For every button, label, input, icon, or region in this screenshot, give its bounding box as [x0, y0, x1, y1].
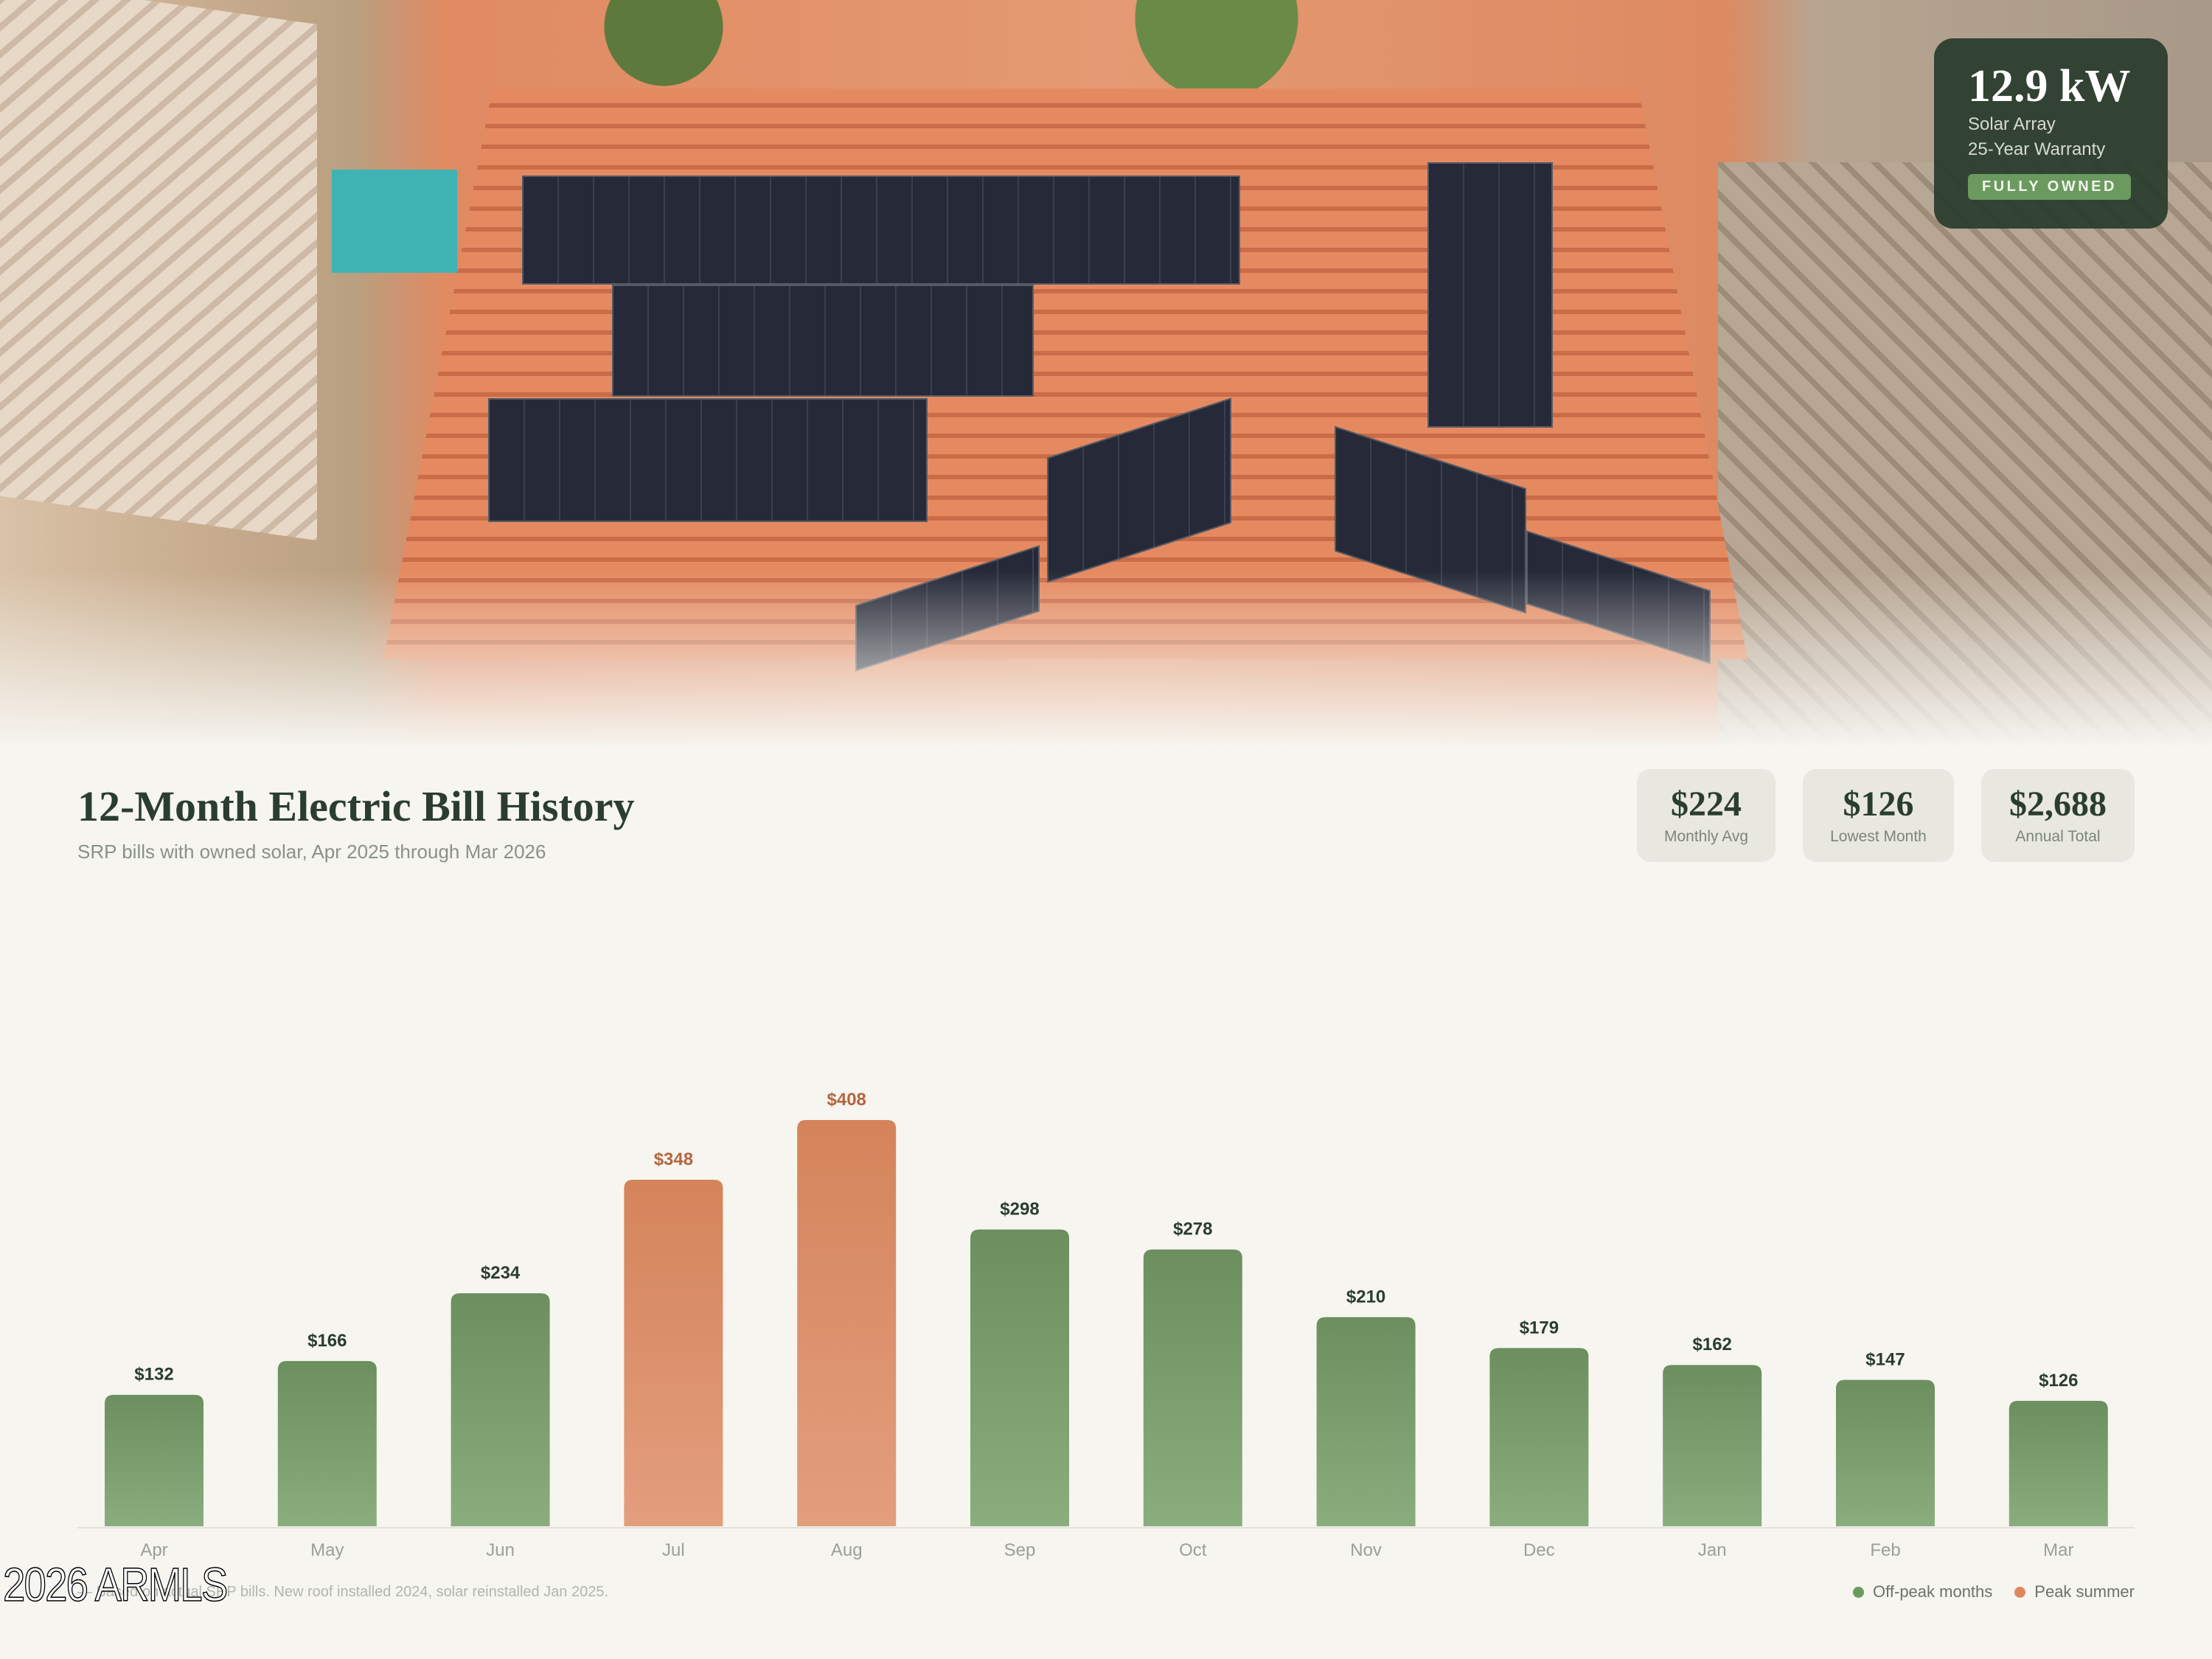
stat-lowest-month: $126 Lowest Month: [1803, 769, 1954, 862]
legend-label: Peak summer: [2034, 1582, 2135, 1601]
bar-feb: [1836, 1380, 1935, 1526]
bar-aug: [797, 1120, 897, 1526]
legend-dot: [1853, 1587, 1865, 1598]
bar-value-label: $126: [2039, 1371, 2078, 1391]
stat-value: $126: [1843, 785, 1914, 824]
x-tick-label: Apr: [140, 1540, 167, 1560]
x-tick-label: Jul: [662, 1540, 685, 1560]
bar-value-label: $179: [1520, 1318, 1559, 1338]
x-axis-line: [77, 1527, 2135, 1528]
stat-value: $2,688: [2009, 785, 2107, 824]
bar-value-label: $298: [1000, 1200, 1039, 1220]
photo-fade: [0, 571, 2212, 748]
trees: [442, 0, 1548, 88]
bar-value-label: $210: [1346, 1287, 1385, 1307]
legend-item-peak: Peak summer: [2014, 1582, 2135, 1601]
solar-panel-row: [612, 285, 1034, 397]
pool: [332, 170, 457, 273]
x-tick-label: Nov: [1350, 1540, 1382, 1560]
stat-label: Lowest Month: [1830, 828, 1927, 845]
system-badge: 12.9 kW Solar Array 25-Year Warranty FUL…: [1934, 38, 2168, 229]
solar-panel-row: [522, 175, 1240, 285]
x-tick-label: Aug: [831, 1540, 863, 1560]
solar-panel-row: [488, 398, 928, 522]
bar-value-label: $162: [1693, 1335, 1732, 1354]
stat-value: $224: [1671, 785, 1742, 824]
bar-mar: [2008, 1400, 2108, 1526]
badge-line: Solar Array: [1968, 114, 2056, 134]
page-title: 12-Month Electric Bill History: [77, 782, 635, 830]
bar-jan: [1663, 1365, 1762, 1526]
bar-dec: [1489, 1348, 1589, 1526]
neighbor-roof-left: [0, 0, 317, 541]
bar-value-label: $132: [134, 1365, 173, 1385]
bar-oct: [1143, 1249, 1242, 1526]
footnote: — Based on actual SRP bills. New roof in…: [77, 1584, 609, 1600]
legend-dot: [2014, 1587, 2026, 1598]
bar-value-label: $278: [1173, 1220, 1212, 1239]
x-tick-label: Jan: [1698, 1540, 1727, 1560]
bar-value-label: $147: [1865, 1349, 1905, 1369]
x-tick-label: May: [310, 1540, 344, 1560]
page-subtitle: SRP bills with owned solar, Apr 2025 thr…: [77, 841, 546, 863]
bill-bar-chart: $132 Apr $166 May $234 Jun $348 Jul $408 Aug $298 S…: [105, 1090, 2108, 1560]
bar-sep: [970, 1229, 1069, 1526]
bar-jul: [624, 1180, 723, 1526]
house-aerial-photo: [0, 0, 2212, 748]
stat-label: Monthly Avg: [1663, 828, 1748, 845]
legend-label: Off-peak months: [1873, 1582, 1993, 1601]
bar-nov: [1316, 1317, 1416, 1526]
x-tick-label: Oct: [1179, 1540, 1207, 1560]
stat-label: Annual Total: [2015, 828, 2101, 845]
bar-value-label: $408: [827, 1090, 866, 1110]
x-tick-label: Dec: [1523, 1540, 1555, 1560]
badge-line: 25-Year Warranty: [1968, 139, 2106, 159]
stat-monthly-avg: $224 Monthly Avg: [1637, 769, 1775, 862]
ownership-pill: FULLY OWNED: [1968, 174, 2131, 200]
bar-value-label: $166: [307, 1331, 347, 1351]
bar-value-label: $234: [481, 1263, 521, 1283]
bar-value-label: $348: [654, 1150, 693, 1169]
x-tick-label: Feb: [1870, 1540, 1900, 1560]
chart-legend: Off-peak months Peak summer: [1853, 1582, 2135, 1601]
stat-annual-total: $2,688 Annual Total: [1981, 769, 2135, 862]
x-tick-label: Sep: [1004, 1540, 1036, 1560]
bar-apr: [105, 1394, 204, 1526]
x-tick-label: Jun: [486, 1540, 515, 1560]
watermark: 2026 ARMLS: [2, 1557, 229, 1612]
bar-may: [277, 1360, 377, 1526]
bar-jun: [451, 1293, 550, 1526]
x-tick-label: Mar: [2043, 1540, 2073, 1560]
solar-panel-row: [1427, 162, 1553, 428]
system-power: 12.9 kW: [1968, 61, 2131, 111]
legend-item-offpeak: Off-peak months: [1853, 1582, 1992, 1601]
